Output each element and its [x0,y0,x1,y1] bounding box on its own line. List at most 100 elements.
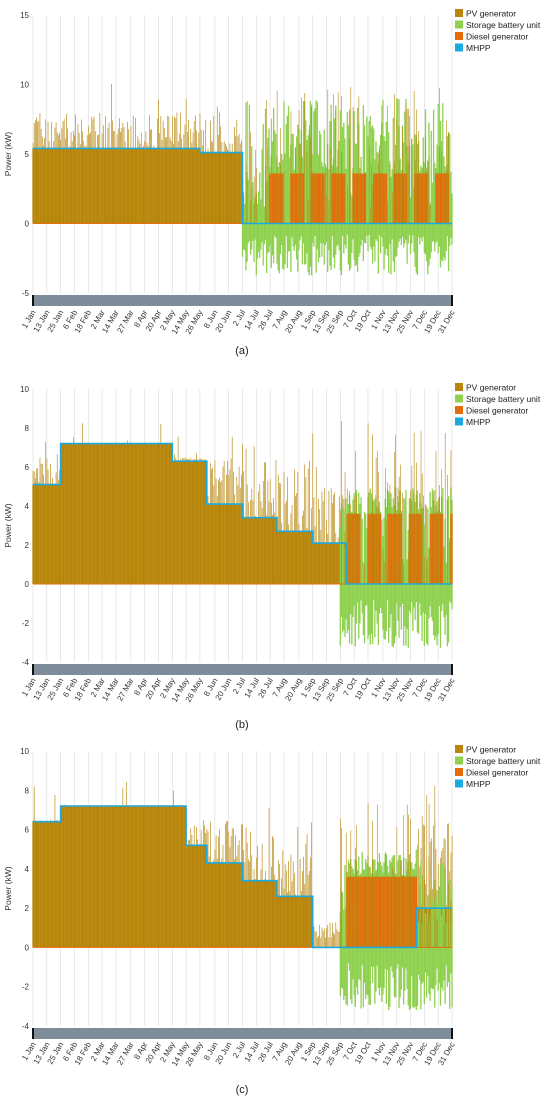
mhpp-line [33,442,452,585]
battery-bar [260,223,262,250]
pv-bar [320,937,322,948]
pv-bar [53,484,55,584]
pv-bar [33,123,35,224]
diesel-bar [360,173,362,224]
diesel-bar [355,173,358,224]
pv-bar [416,109,417,224]
pv-bar [312,171,314,224]
pv-bar [54,483,56,584]
pv-bar [201,459,203,584]
battery-bar [385,584,388,632]
pv-bar [172,116,173,224]
battery-bar [436,584,438,645]
pv-bar [283,472,285,584]
pv-bar [258,491,260,584]
pv-bar [39,457,41,584]
pv-bar [116,806,118,948]
pv-bar [287,476,288,584]
battery-bar [431,947,434,990]
pv-bar [135,117,136,224]
pv-bar [50,148,51,224]
pv-bar [211,140,212,224]
battery-bar [255,223,257,276]
battery-bar [313,111,315,224]
diesel-bar [392,513,394,584]
battery-bar [445,562,447,584]
pv-bar [216,495,218,584]
pv-bar [161,443,163,584]
pv-bar [96,443,97,584]
pv-bar [410,490,411,584]
pv-bar [55,820,57,948]
battery-bar [450,947,452,974]
pv-bar [96,806,97,948]
pv-bar [294,873,295,948]
pv-bar [32,820,34,948]
battery-bar [327,223,329,272]
pv-bar [75,114,76,224]
pv-bar [249,517,250,584]
pv-bar [128,129,129,224]
pv-bar [108,443,110,584]
pv-bar [144,443,146,584]
pv-bar [330,121,332,224]
battery-bar [379,584,382,608]
pv-bar [397,878,399,948]
pv-bar [74,443,75,584]
battery-bar [385,223,388,249]
pv-bar [97,443,98,584]
battery-bar [422,223,424,237]
diesel-bar [435,173,437,224]
pv-bar [153,806,155,948]
pv-bar [276,90,278,224]
pv-bar [396,120,398,224]
slider-handle-right [451,664,453,675]
pv-bar [300,531,302,584]
pv-bar [195,845,196,948]
battery-bar [317,223,320,262]
pv-bar [137,136,139,224]
battery-bar [356,947,359,995]
pv-bar [423,161,424,224]
pv-bar [215,478,217,584]
battery-bar [437,223,439,254]
battery-bar [426,584,428,644]
battery-bar [376,223,378,242]
diesel-bar [358,876,360,948]
pv-bar [149,443,150,584]
pv-bar [168,116,170,224]
diesel-bar [379,173,382,224]
battery-bar [366,947,368,995]
battery-bar [353,947,355,996]
battery-bar [346,223,348,235]
pv-bar [52,148,53,224]
battery-bar [351,584,353,645]
pv-bar [376,450,378,584]
battery-bar [269,223,271,246]
battery-bar [420,223,422,238]
pv-bar [245,827,247,948]
pv-bar [107,806,109,948]
pv-bar [347,185,348,224]
pv-bar [290,513,292,584]
battery-bar [248,223,251,242]
diesel-bar [408,513,411,584]
pv-bar [62,806,64,948]
battery-bar [447,947,450,982]
battery-bar [289,223,291,252]
pv-bar [196,130,197,224]
pv-bar [355,451,356,584]
battery-bar [389,584,391,628]
pv-bar [167,443,169,584]
battery-bar [245,223,247,271]
pv-bar [153,443,155,584]
diesel-bar [404,876,406,948]
pv-bar [441,469,443,584]
pv-bar [323,488,325,584]
battery-bar [435,947,437,985]
pv-bar [47,121,49,224]
battery-bar [417,947,420,975]
battery-bar [440,223,443,261]
pv-bar [284,863,286,948]
pv-bar [142,443,143,584]
